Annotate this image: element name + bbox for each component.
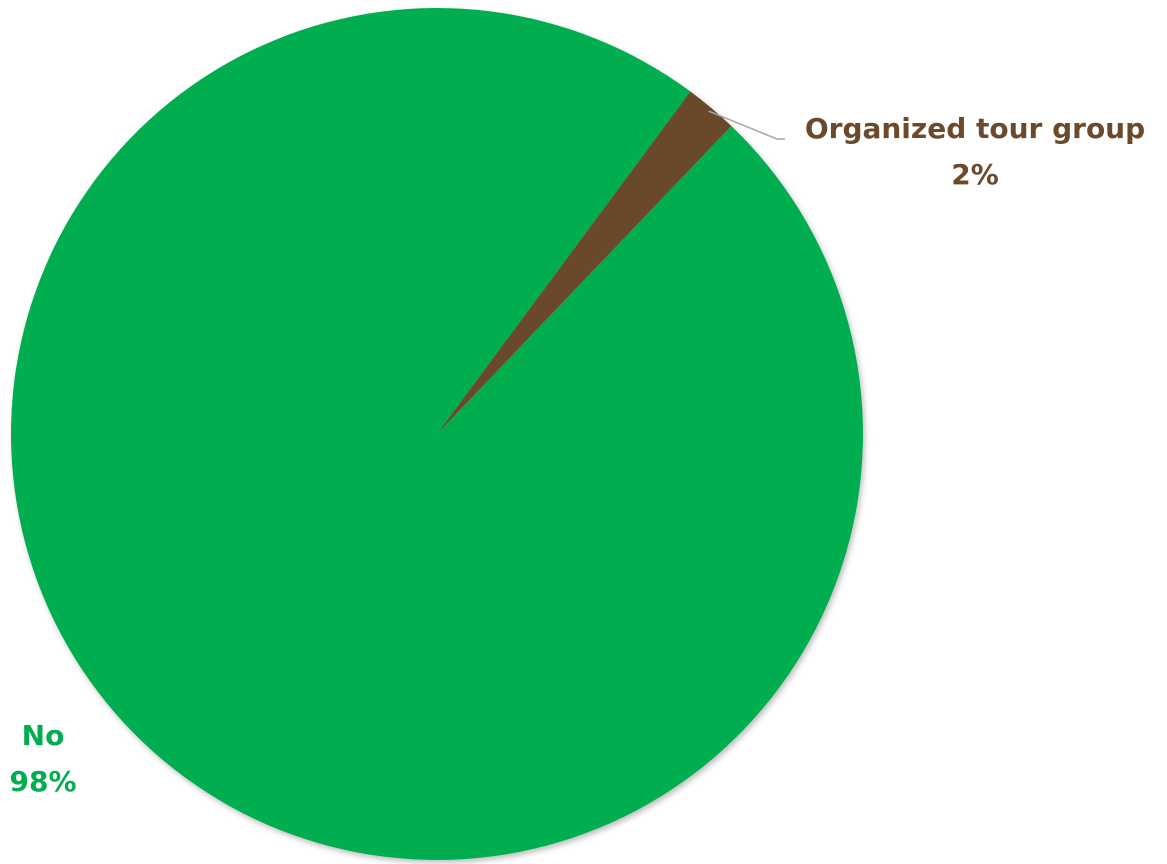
pie-slice-no bbox=[10, 7, 863, 860]
slice-label-no-value: 98% bbox=[9, 765, 76, 798]
leader-lines bbox=[708, 110, 785, 140]
pie-slice-organized-tour-group bbox=[437, 91, 732, 434]
pie-slices bbox=[10, 7, 863, 860]
leader-line-organized-tour-group bbox=[708, 110, 785, 140]
slice-labels: No 98% Organized tour group 2% bbox=[9, 112, 1145, 798]
slice-label-no-name: No bbox=[22, 719, 65, 752]
slice-label-organized-tour-group-name: Organized tour group bbox=[805, 112, 1145, 145]
slice-label-organized-tour-group-value: 2% bbox=[951, 158, 999, 191]
